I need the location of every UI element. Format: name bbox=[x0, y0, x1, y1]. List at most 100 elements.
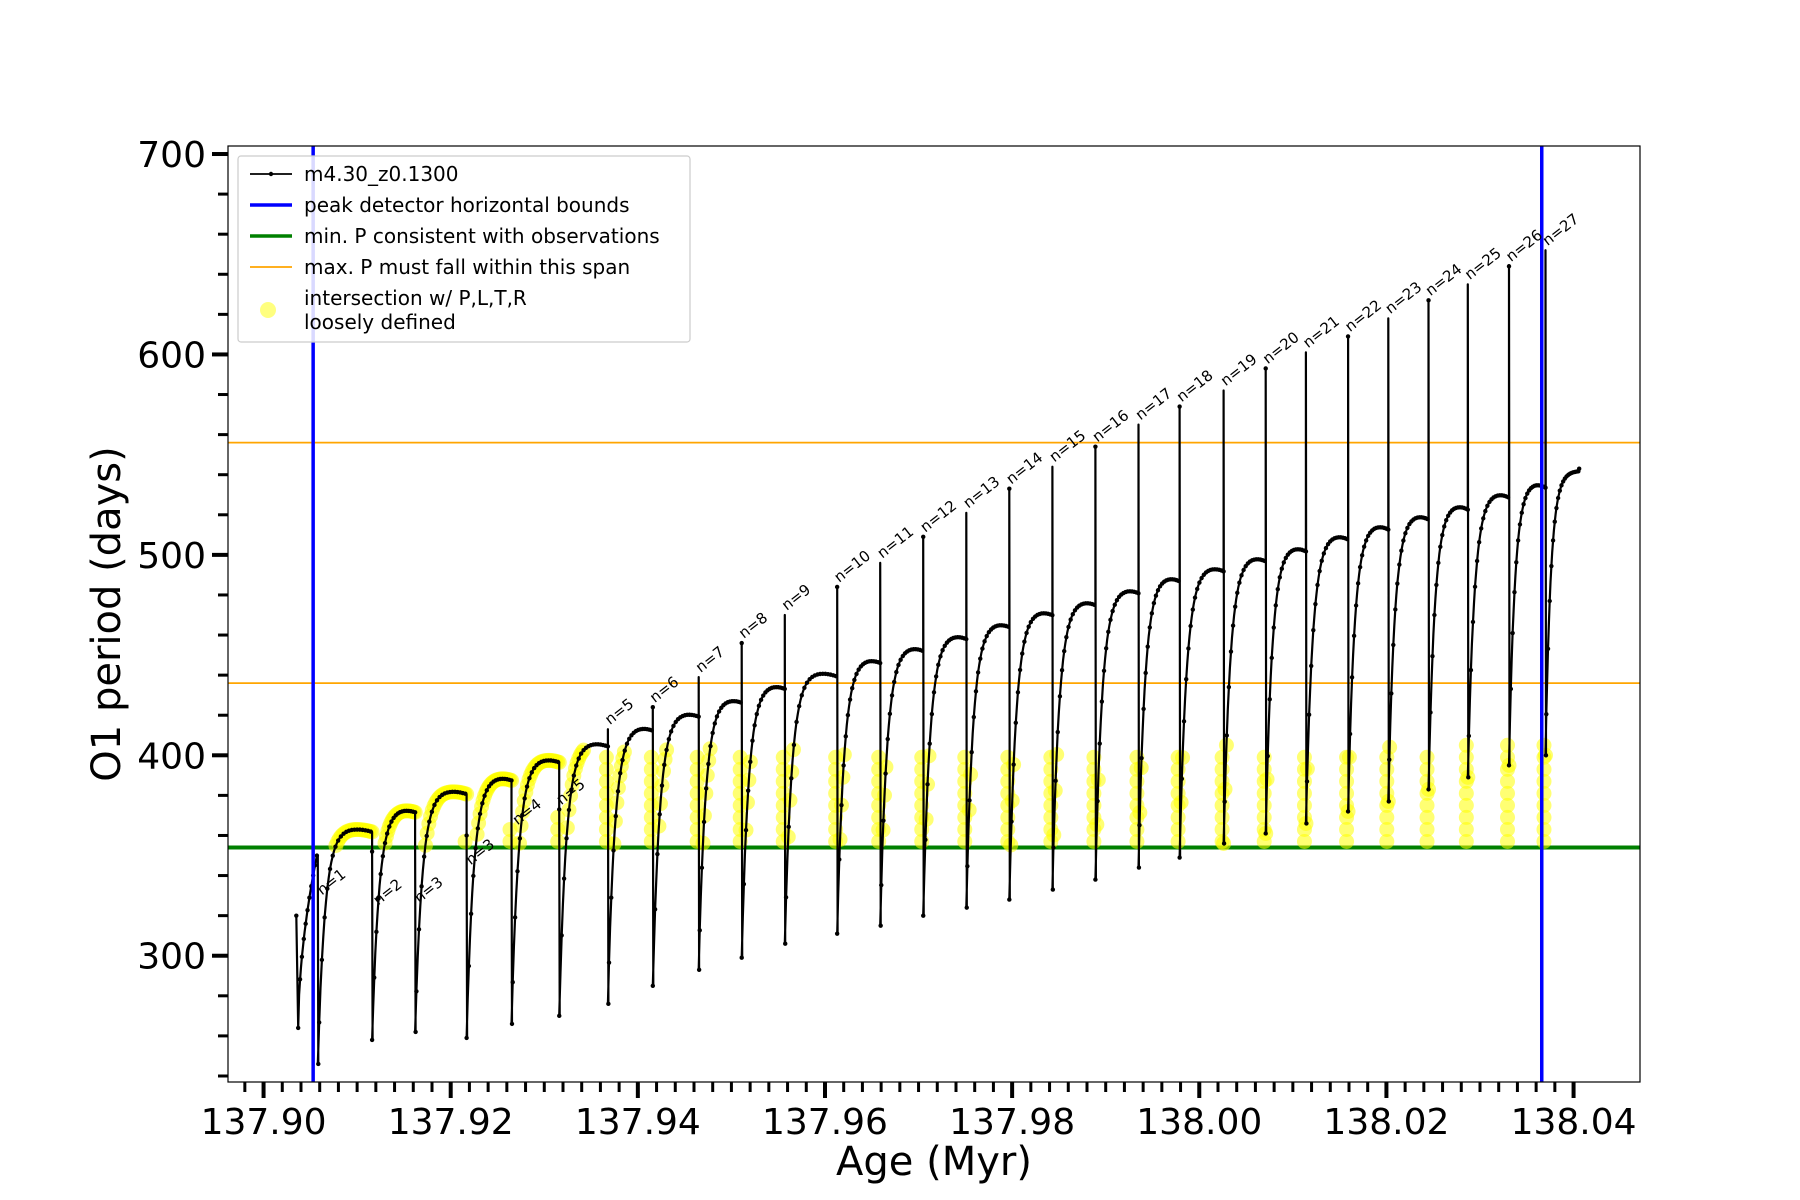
track-point bbox=[1476, 539, 1482, 545]
intersection-point bbox=[1458, 737, 1474, 753]
track-point bbox=[419, 884, 424, 889]
track-point bbox=[531, 765, 537, 771]
intersection-point bbox=[957, 749, 973, 765]
track-point bbox=[380, 853, 386, 859]
track-point bbox=[1349, 675, 1355, 680]
intersection-point bbox=[1458, 785, 1474, 801]
x-axis-title: Age (Myr) bbox=[836, 1139, 1032, 1185]
track-point bbox=[1197, 580, 1202, 585]
track-point bbox=[666, 736, 672, 742]
track-point bbox=[1224, 733, 1229, 738]
intersection-point bbox=[1339, 749, 1355, 765]
track-point bbox=[1277, 575, 1282, 580]
track-point bbox=[1022, 639, 1027, 644]
track-point bbox=[1442, 524, 1447, 529]
track-point bbox=[294, 913, 299, 918]
track-point bbox=[1186, 646, 1191, 651]
track-point bbox=[1351, 633, 1357, 639]
intersection-point bbox=[689, 773, 705, 789]
track-point bbox=[1405, 525, 1410, 531]
track-point bbox=[606, 960, 612, 965]
intersection-point bbox=[1256, 833, 1272, 849]
track-point bbox=[1403, 531, 1408, 536]
track-point bbox=[1176, 578, 1181, 584]
track-point bbox=[1188, 623, 1193, 629]
track-point bbox=[745, 788, 751, 793]
intersection-point bbox=[828, 749, 844, 765]
intersection-point bbox=[1043, 749, 1059, 765]
track-point bbox=[1485, 503, 1490, 508]
track-point bbox=[1239, 573, 1244, 578]
track-point bbox=[480, 801, 485, 806]
track-point bbox=[971, 714, 977, 720]
track-point bbox=[325, 886, 330, 891]
track-point bbox=[605, 744, 611, 749]
intersection-point bbox=[598, 797, 614, 813]
intersection-point bbox=[914, 761, 930, 777]
track-point bbox=[606, 1001, 611, 1007]
track-point bbox=[834, 931, 840, 936]
track-point bbox=[1199, 575, 1204, 581]
track-point bbox=[964, 636, 969, 642]
track-point bbox=[942, 643, 947, 649]
track-point bbox=[319, 957, 325, 963]
intersection-point bbox=[1499, 737, 1515, 753]
track-point bbox=[512, 915, 518, 920]
track-point bbox=[1062, 648, 1067, 654]
track-point bbox=[668, 729, 674, 734]
y-axis: 300 400 500 600 700 bbox=[137, 135, 228, 1078]
track-point bbox=[1262, 558, 1267, 564]
track-point bbox=[622, 748, 627, 753]
track-point bbox=[1323, 545, 1329, 551]
track-point bbox=[1399, 548, 1404, 553]
track-point bbox=[569, 787, 574, 793]
intersection-point bbox=[1170, 833, 1186, 849]
track-point bbox=[883, 771, 888, 776]
intersection-point bbox=[1458, 833, 1474, 849]
x-tick-label: 137.92 bbox=[388, 1102, 514, 1143]
track-point bbox=[662, 762, 667, 768]
track-point bbox=[837, 857, 842, 862]
track-point bbox=[706, 761, 711, 767]
track-point bbox=[708, 743, 713, 749]
track-point bbox=[555, 759, 561, 765]
track-point bbox=[696, 967, 702, 972]
intersection-point bbox=[1214, 809, 1230, 825]
track-point bbox=[1387, 757, 1392, 762]
track-point bbox=[878, 923, 883, 928]
track-point bbox=[975, 670, 981, 675]
track-point bbox=[931, 690, 937, 695]
track-point bbox=[929, 711, 935, 717]
track-point bbox=[1147, 625, 1152, 630]
track-point bbox=[841, 763, 846, 768]
track-point bbox=[468, 911, 474, 916]
track-point bbox=[1195, 586, 1200, 592]
track-point bbox=[1465, 507, 1471, 512]
track-point bbox=[921, 534, 926, 540]
track-point bbox=[967, 798, 972, 803]
track-point bbox=[374, 929, 379, 935]
track-point bbox=[973, 689, 979, 694]
track-point bbox=[980, 646, 985, 651]
x-tick-label: 137.90 bbox=[201, 1102, 327, 1143]
y-tick-label: 300 bbox=[137, 937, 206, 978]
intersection-point bbox=[828, 773, 844, 789]
track-point bbox=[1114, 597, 1120, 603]
track-point bbox=[1051, 845, 1056, 850]
track-point bbox=[1070, 611, 1076, 617]
track-point bbox=[938, 654, 943, 659]
track-point bbox=[1361, 544, 1367, 549]
track-point bbox=[782, 686, 787, 692]
plot-frame bbox=[227, 145, 1641, 1083]
track-point bbox=[1267, 697, 1272, 702]
track-point bbox=[432, 802, 437, 808]
track-point bbox=[297, 977, 303, 982]
y-tick-label: 700 bbox=[137, 135, 206, 176]
track-point bbox=[368, 829, 373, 834]
track-point bbox=[338, 834, 344, 839]
track-point bbox=[887, 711, 893, 717]
track-point bbox=[965, 863, 970, 869]
intersection-point bbox=[1419, 833, 1435, 849]
intersection-point bbox=[732, 797, 748, 813]
intersection-point bbox=[1296, 797, 1312, 813]
